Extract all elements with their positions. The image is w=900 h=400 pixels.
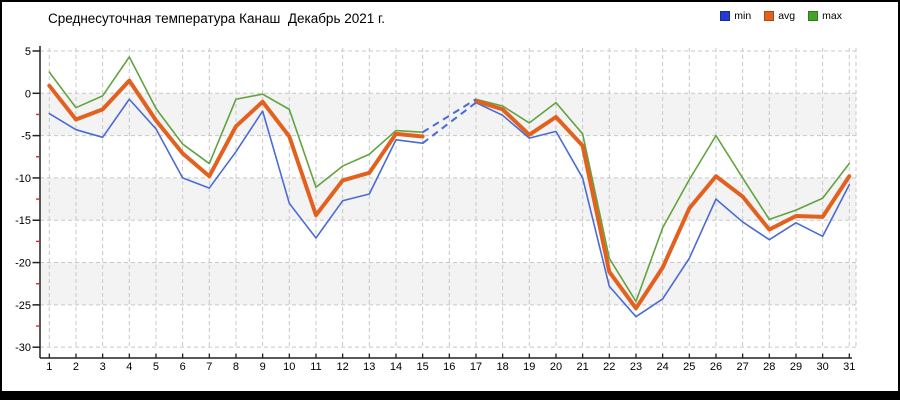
- series-avg-line: [473, 98, 852, 311]
- plot-band: [40, 93, 856, 136]
- x-tick-label: 6: [180, 361, 186, 373]
- x-tick-label: 7: [206, 361, 212, 373]
- x-tick-label: 22: [603, 361, 615, 373]
- y-axis: 5 0 -5 -10 -15 -20 -25 -30: [15, 46, 40, 354]
- legend-swatch-avg-icon: [764, 11, 775, 21]
- y-tick-label: -10: [15, 173, 31, 185]
- x-tick-label: 27: [737, 361, 749, 373]
- x-tick-label: 14: [390, 361, 402, 373]
- y-tick-label: 0: [25, 88, 31, 100]
- plot-bands: [40, 93, 856, 305]
- x-tick-label: 25: [683, 361, 695, 373]
- legend-item-max: max: [808, 10, 842, 22]
- x-tick-label: 19: [523, 361, 535, 373]
- plot-band: [40, 177, 856, 221]
- axes: [39, 46, 852, 359]
- series-min-line: [475, 101, 851, 318]
- x-tick-label: 12: [337, 361, 349, 373]
- x-axis: 1 2 3 4 5 6 7 8 9 10 11 12 13 14 15 16 17 18 19 20 21 22 23 24 2…: [46, 353, 855, 373]
- series-min-line: [48, 98, 424, 239]
- border-bottom-bar: [0, 391, 900, 400]
- series-min: [48, 98, 851, 318]
- x-tick-label: 26: [710, 361, 722, 373]
- x-tick-label: 30: [817, 361, 829, 373]
- x-tick-label: 24: [657, 361, 669, 373]
- x-tick-label: 31: [843, 361, 855, 373]
- plot-band: [40, 262, 856, 305]
- legend-item-min: min: [720, 10, 751, 22]
- chart-title: Среднесуточная температура Канаш Декабрь…: [48, 11, 386, 26]
- border-top: [0, 0, 900, 2]
- x-tick-label: 11: [310, 361, 321, 373]
- border-right: [898, 0, 900, 400]
- x-tick-label: 20: [550, 361, 562, 373]
- x-tick-label: 1: [46, 361, 52, 373]
- x-tick-label: 23: [630, 361, 642, 373]
- series-avg-line: [47, 78, 425, 218]
- series-max: [48, 56, 851, 303]
- x-tick-label: 8: [233, 361, 239, 373]
- y-tick-label: 5: [25, 46, 31, 58]
- y-tick-label: -20: [15, 258, 31, 270]
- x-tick-label: 13: [363, 361, 375, 373]
- border-left: [0, 0, 2, 400]
- x-tick-label: 3: [100, 361, 106, 373]
- x-tick-label: 28: [763, 361, 775, 373]
- x-tick-label: 29: [790, 361, 802, 373]
- gap-dashed-line-max: [422, 98, 477, 134]
- gap-dashed-segment: [422, 98, 477, 145]
- legend-swatch-max-icon: [808, 11, 819, 21]
- x-tick-label: 15: [417, 361, 429, 373]
- x-tick-label: 18: [497, 361, 509, 373]
- y-tick-label: -25: [15, 300, 31, 312]
- x-tick-label: 2: [73, 361, 79, 373]
- series-max-line: [475, 98, 851, 303]
- x-tick-label: 17: [470, 361, 482, 373]
- x-tick-label: 9: [260, 361, 266, 373]
- legend: min avg max: [720, 10, 842, 22]
- x-tick-label: 4: [126, 361, 132, 373]
- y-tick-label: -15: [15, 215, 31, 227]
- x-tick-label: 16: [443, 361, 455, 373]
- legend-label-avg: avg: [778, 10, 796, 22]
- legend-label-min: min: [734, 10, 752, 22]
- legend-label-max: max: [822, 10, 842, 22]
- x-tick-label: 21: [577, 361, 589, 373]
- legend-swatch-min-icon: [720, 11, 731, 21]
- x-tick-label: 10: [283, 361, 295, 373]
- series-max-line: [48, 56, 424, 189]
- y-tick-label: -30: [15, 342, 31, 354]
- x-tick-label: 5: [153, 361, 159, 373]
- y-tick-label: -5: [21, 131, 31, 143]
- legend-item-avg: avg: [764, 10, 795, 22]
- series-avg: [47, 78, 852, 311]
